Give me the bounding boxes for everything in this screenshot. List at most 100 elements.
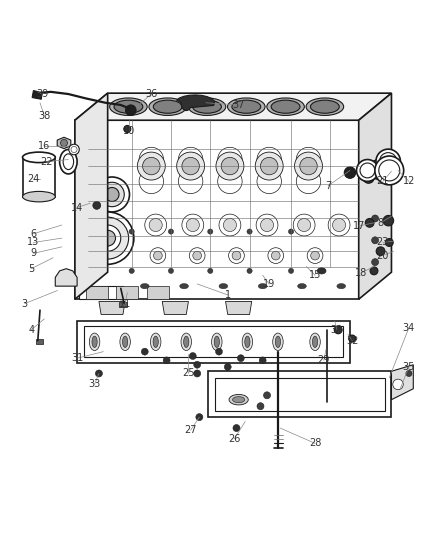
Circle shape — [178, 169, 203, 193]
Circle shape — [332, 219, 346, 231]
Circle shape — [193, 251, 201, 260]
Circle shape — [94, 179, 99, 184]
Circle shape — [360, 163, 375, 178]
Ellipse shape — [60, 149, 77, 174]
Circle shape — [334, 326, 342, 334]
Bar — [119, 302, 127, 306]
Circle shape — [196, 414, 203, 421]
Text: 23: 23 — [377, 238, 389, 247]
Polygon shape — [147, 286, 169, 299]
Circle shape — [163, 357, 170, 364]
Text: 28: 28 — [309, 438, 321, 448]
Text: 15: 15 — [309, 270, 321, 280]
Ellipse shape — [276, 336, 281, 348]
Circle shape — [307, 248, 323, 263]
Circle shape — [247, 229, 252, 234]
Ellipse shape — [150, 333, 161, 351]
Ellipse shape — [110, 98, 147, 116]
Circle shape — [126, 105, 136, 116]
Circle shape — [376, 149, 400, 174]
Circle shape — [218, 169, 242, 193]
Circle shape — [363, 172, 374, 183]
Circle shape — [129, 229, 134, 234]
Ellipse shape — [181, 333, 191, 351]
Polygon shape — [77, 321, 350, 362]
Text: 38: 38 — [38, 111, 50, 121]
Text: 4: 4 — [28, 325, 34, 335]
Circle shape — [257, 169, 282, 193]
Polygon shape — [162, 302, 188, 314]
Circle shape — [288, 229, 293, 234]
Ellipse shape — [227, 98, 265, 116]
Ellipse shape — [337, 284, 346, 289]
Circle shape — [87, 217, 129, 259]
Circle shape — [129, 268, 134, 273]
Ellipse shape — [310, 333, 320, 351]
Text: 9: 9 — [30, 248, 36, 259]
Circle shape — [383, 215, 394, 226]
Circle shape — [177, 152, 205, 180]
Circle shape — [178, 147, 203, 172]
Circle shape — [150, 248, 166, 263]
Circle shape — [261, 157, 278, 175]
Circle shape — [143, 157, 160, 175]
Circle shape — [257, 403, 264, 410]
Circle shape — [375, 156, 404, 185]
Circle shape — [393, 379, 403, 390]
Ellipse shape — [92, 336, 97, 348]
Text: 29: 29 — [318, 356, 330, 365]
Ellipse shape — [271, 100, 300, 113]
Text: 37: 37 — [233, 100, 245, 110]
Text: 18: 18 — [355, 268, 367, 278]
Circle shape — [264, 392, 271, 399]
Circle shape — [194, 361, 201, 368]
Ellipse shape — [120, 333, 131, 351]
Text: 7: 7 — [325, 181, 331, 191]
Polygon shape — [84, 326, 343, 357]
Ellipse shape — [214, 336, 219, 348]
Circle shape — [349, 335, 356, 342]
Text: 8: 8 — [378, 218, 384, 228]
Circle shape — [105, 188, 119, 201]
Ellipse shape — [153, 100, 182, 113]
Text: 14: 14 — [71, 203, 83, 213]
Circle shape — [186, 219, 199, 231]
Text: 27: 27 — [184, 425, 197, 435]
Circle shape — [256, 214, 278, 236]
Ellipse shape — [180, 284, 188, 289]
Circle shape — [357, 159, 378, 181]
Polygon shape — [208, 372, 392, 417]
Bar — [35, 339, 43, 344]
Text: 36: 36 — [145, 89, 157, 99]
Circle shape — [293, 214, 315, 236]
Circle shape — [369, 160, 388, 179]
Circle shape — [149, 219, 162, 231]
Circle shape — [168, 268, 173, 273]
Text: 35: 35 — [403, 362, 415, 372]
Polygon shape — [99, 302, 125, 314]
Text: 34: 34 — [403, 322, 415, 333]
Circle shape — [93, 201, 101, 209]
Circle shape — [139, 169, 163, 193]
Circle shape — [194, 370, 201, 377]
Circle shape — [69, 144, 79, 155]
Circle shape — [71, 147, 77, 152]
Circle shape — [100, 182, 124, 207]
Circle shape — [101, 205, 106, 210]
Circle shape — [371, 215, 378, 222]
Circle shape — [268, 248, 284, 263]
Text: 39: 39 — [36, 89, 48, 99]
Ellipse shape — [114, 100, 143, 113]
Circle shape — [224, 364, 231, 370]
Text: 17: 17 — [353, 221, 365, 231]
Circle shape — [97, 223, 106, 231]
Text: 16: 16 — [38, 141, 50, 151]
Circle shape — [189, 352, 196, 359]
Polygon shape — [32, 91, 42, 99]
Polygon shape — [86, 286, 108, 299]
Circle shape — [371, 259, 378, 265]
Polygon shape — [117, 286, 138, 299]
Circle shape — [232, 251, 241, 260]
Circle shape — [139, 147, 163, 172]
Circle shape — [259, 357, 266, 364]
